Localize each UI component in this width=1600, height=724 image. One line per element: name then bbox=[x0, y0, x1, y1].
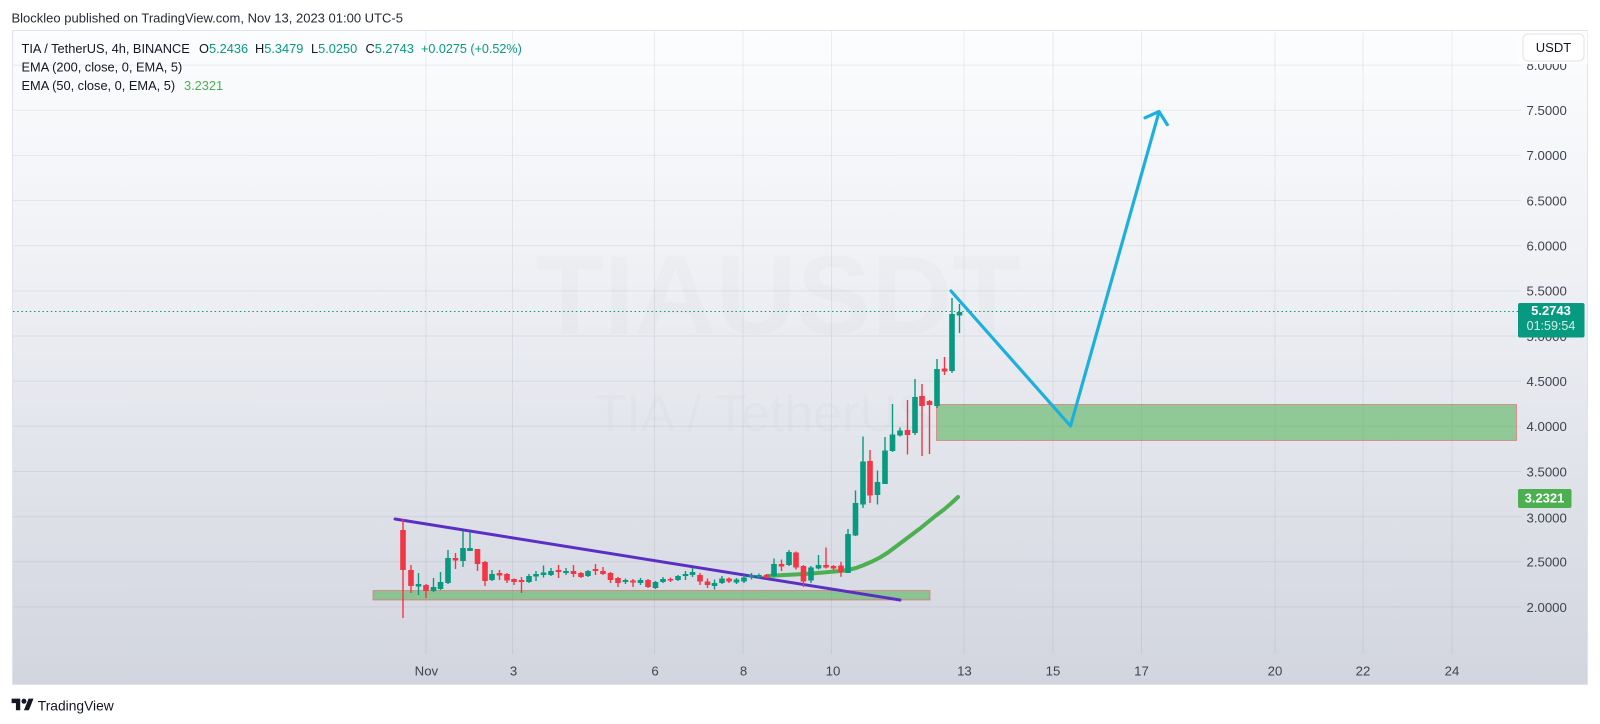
svg-text:4.0000: 4.0000 bbox=[1527, 419, 1567, 434]
svg-text:5.2743: 5.2743 bbox=[1531, 303, 1571, 318]
svg-text:8: 8 bbox=[740, 664, 747, 679]
svg-text:4.5000: 4.5000 bbox=[1527, 374, 1567, 389]
svg-text:L5.0250: L5.0250 bbox=[311, 41, 357, 56]
svg-text:TIA / TetherUS, 4h, BINANCE: TIA / TetherUS, 4h, BINANCE bbox=[22, 41, 190, 56]
svg-text:3.5000: 3.5000 bbox=[1527, 464, 1567, 479]
svg-text:Nov: Nov bbox=[415, 664, 439, 679]
svg-text:3.0000: 3.0000 bbox=[1527, 510, 1567, 525]
svg-text:17: 17 bbox=[1134, 664, 1149, 679]
svg-text:3: 3 bbox=[510, 664, 517, 679]
svg-text:C5.2743: C5.2743 bbox=[366, 41, 414, 56]
svg-text:24: 24 bbox=[1445, 664, 1460, 679]
svg-text:7.0000: 7.0000 bbox=[1527, 148, 1567, 163]
svg-text:TIA / TetherUS: TIA / TetherUS bbox=[594, 385, 931, 443]
svg-text:01:59:54: 01:59:54 bbox=[1527, 319, 1576, 333]
svg-text:3.2321: 3.2321 bbox=[184, 78, 223, 93]
svg-text:7.5000: 7.5000 bbox=[1527, 103, 1567, 118]
svg-text:2.0000: 2.0000 bbox=[1527, 600, 1567, 615]
svg-text:6.5000: 6.5000 bbox=[1527, 193, 1567, 208]
svg-text:TradingView: TradingView bbox=[38, 699, 114, 714]
svg-text:3.2321: 3.2321 bbox=[1525, 491, 1565, 506]
svg-text:Blockleo published on TradingV: Blockleo published on TradingView.com, N… bbox=[12, 11, 403, 26]
svg-text:2.5000: 2.5000 bbox=[1527, 555, 1567, 570]
svg-text:10: 10 bbox=[826, 664, 841, 679]
svg-text:22: 22 bbox=[1356, 664, 1371, 679]
svg-text:13: 13 bbox=[957, 664, 972, 679]
svg-text:H5.3479: H5.3479 bbox=[255, 41, 303, 56]
svg-text:TIAUSDT: TIAUSDT bbox=[535, 233, 1020, 358]
svg-text:6: 6 bbox=[651, 664, 658, 679]
svg-text:6.0000: 6.0000 bbox=[1527, 239, 1567, 254]
svg-text:EMA (200, close, 0, EMA, 5): EMA (200, close, 0, EMA, 5) bbox=[22, 60, 183, 75]
svg-text:+0.0275 (+0.52%): +0.0275 (+0.52%) bbox=[421, 42, 522, 56]
svg-text:15: 15 bbox=[1046, 664, 1061, 679]
svg-text:USDT: USDT bbox=[1536, 40, 1571, 55]
svg-text:20: 20 bbox=[1268, 664, 1283, 679]
svg-text:5.5000: 5.5000 bbox=[1527, 284, 1567, 299]
svg-text:EMA (50, close, 0, EMA, 5): EMA (50, close, 0, EMA, 5) bbox=[22, 78, 176, 93]
svg-text:O5.2436: O5.2436 bbox=[199, 41, 248, 56]
